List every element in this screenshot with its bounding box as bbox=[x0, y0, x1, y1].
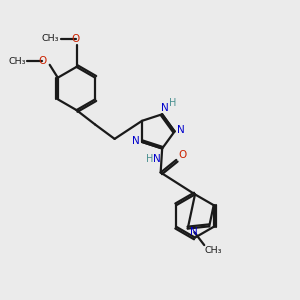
Text: N: N bbox=[190, 227, 198, 237]
Text: O: O bbox=[72, 34, 80, 44]
Text: N: N bbox=[153, 154, 160, 164]
Text: CH₃: CH₃ bbox=[42, 34, 59, 43]
Text: O: O bbox=[38, 56, 46, 66]
Text: CH₃: CH₃ bbox=[205, 246, 222, 255]
Text: N: N bbox=[161, 103, 169, 113]
Text: H: H bbox=[169, 98, 177, 108]
Text: N: N bbox=[132, 136, 139, 146]
Text: H: H bbox=[146, 154, 153, 164]
Text: N: N bbox=[177, 125, 185, 135]
Text: CH₃: CH₃ bbox=[8, 57, 26, 66]
Text: O: O bbox=[178, 150, 186, 160]
